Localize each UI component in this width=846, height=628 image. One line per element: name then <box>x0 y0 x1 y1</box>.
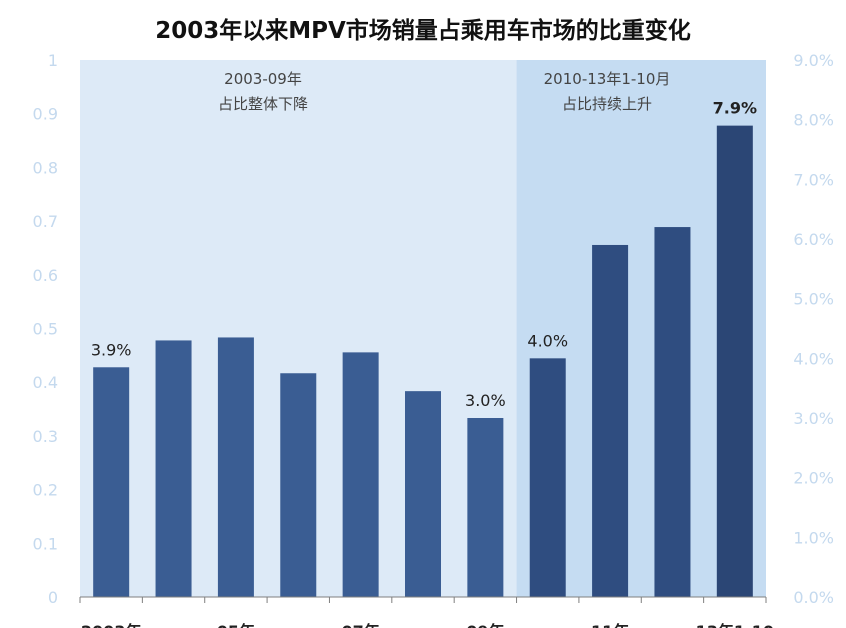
bar-3 <box>280 373 317 597</box>
chart-title: 2003年以来MPV市场销量占乘用车市场的比重变化 <box>155 17 691 44</box>
left-tick-0-1: 0.1 <box>33 534 58 553</box>
x-axis: 2003年 05年 07年 09年 11年 13年1-10 <box>81 622 774 628</box>
bar-4 <box>342 352 379 597</box>
data-label-10: 7.9% <box>713 99 757 118</box>
left-tick-0-3: 0.3 <box>33 427 58 446</box>
x-tick-label-4: 11年 <box>591 622 629 628</box>
left-tick-0-9: 0.9 <box>33 105 58 124</box>
bars <box>93 125 753 598</box>
bar-5 <box>405 391 441 597</box>
x-tick-label-0: 2003年 <box>81 622 142 628</box>
region-2010-13-description: 占比持续上升 <box>562 95 652 113</box>
left-tick-0-2: 0.2 <box>33 481 58 500</box>
bar-1 <box>155 340 192 597</box>
right-tick-3-0: 3.0% <box>793 409 834 428</box>
right-tick-4-0: 4.0% <box>793 349 834 368</box>
right-tick-8-0: 8.0% <box>793 111 834 130</box>
data-labels: 3.9% 3.0% 4.0% 7.9% <box>91 99 757 410</box>
x-tick-label-3: 09年 <box>466 622 504 628</box>
bar-6 <box>467 418 504 597</box>
left-tick-0-4: 0.4 <box>33 373 58 392</box>
x-tick-label-5: 13年1-10 <box>696 622 774 628</box>
left-axis: 0 0.1 0.2 0.3 0.4 0.5 0.6 0.7 0.8 0.9 1 <box>33 51 58 607</box>
x-axis-tick-marks <box>79 597 767 603</box>
bar-10 <box>716 125 753 597</box>
left-tick-0-6: 0.6 <box>33 266 58 285</box>
bar-0 <box>93 367 130 597</box>
right-tick-2-0: 2.0% <box>793 469 834 488</box>
region-2003-09-label: 2003-09年 <box>224 70 302 88</box>
region-2003-09-description: 占比整体下降 <box>218 95 308 113</box>
data-label-0: 3.9% <box>91 340 132 359</box>
data-label-6: 3.0% <box>465 391 506 410</box>
region-2010-13-label: 2010-13年1-10月 <box>544 70 671 88</box>
left-tick-0: 0 <box>48 588 58 607</box>
x-tick-label-1: 05年 <box>217 622 255 628</box>
right-tick-5-0: 5.0% <box>793 290 834 309</box>
left-tick-0-8: 0.8 <box>33 158 58 177</box>
left-tick-0-7: 0.7 <box>33 212 58 231</box>
data-label-7: 4.0% <box>527 331 568 350</box>
left-tick-1: 1 <box>48 51 58 70</box>
left-tick-0-5: 0.5 <box>33 320 58 339</box>
right-tick-0-0: 0.0% <box>793 588 834 607</box>
right-axis: 0.0% 1.0% 2.0% 3.0% 4.0% 5.0% 6.0% 7.0% 8.0% 9.0% <box>793 51 834 607</box>
right-tick-1-0: 1.0% <box>793 528 834 547</box>
x-tick-label-2: 07年 <box>341 622 379 628</box>
right-tick-9-0: 9.0% <box>793 51 834 70</box>
bar-8 <box>592 244 629 597</box>
bar-9 <box>654 227 691 598</box>
bar-2 <box>217 337 254 597</box>
right-tick-6-0: 6.0% <box>793 230 834 249</box>
right-tick-7-0: 7.0% <box>793 170 834 189</box>
bar-7 <box>529 358 566 597</box>
